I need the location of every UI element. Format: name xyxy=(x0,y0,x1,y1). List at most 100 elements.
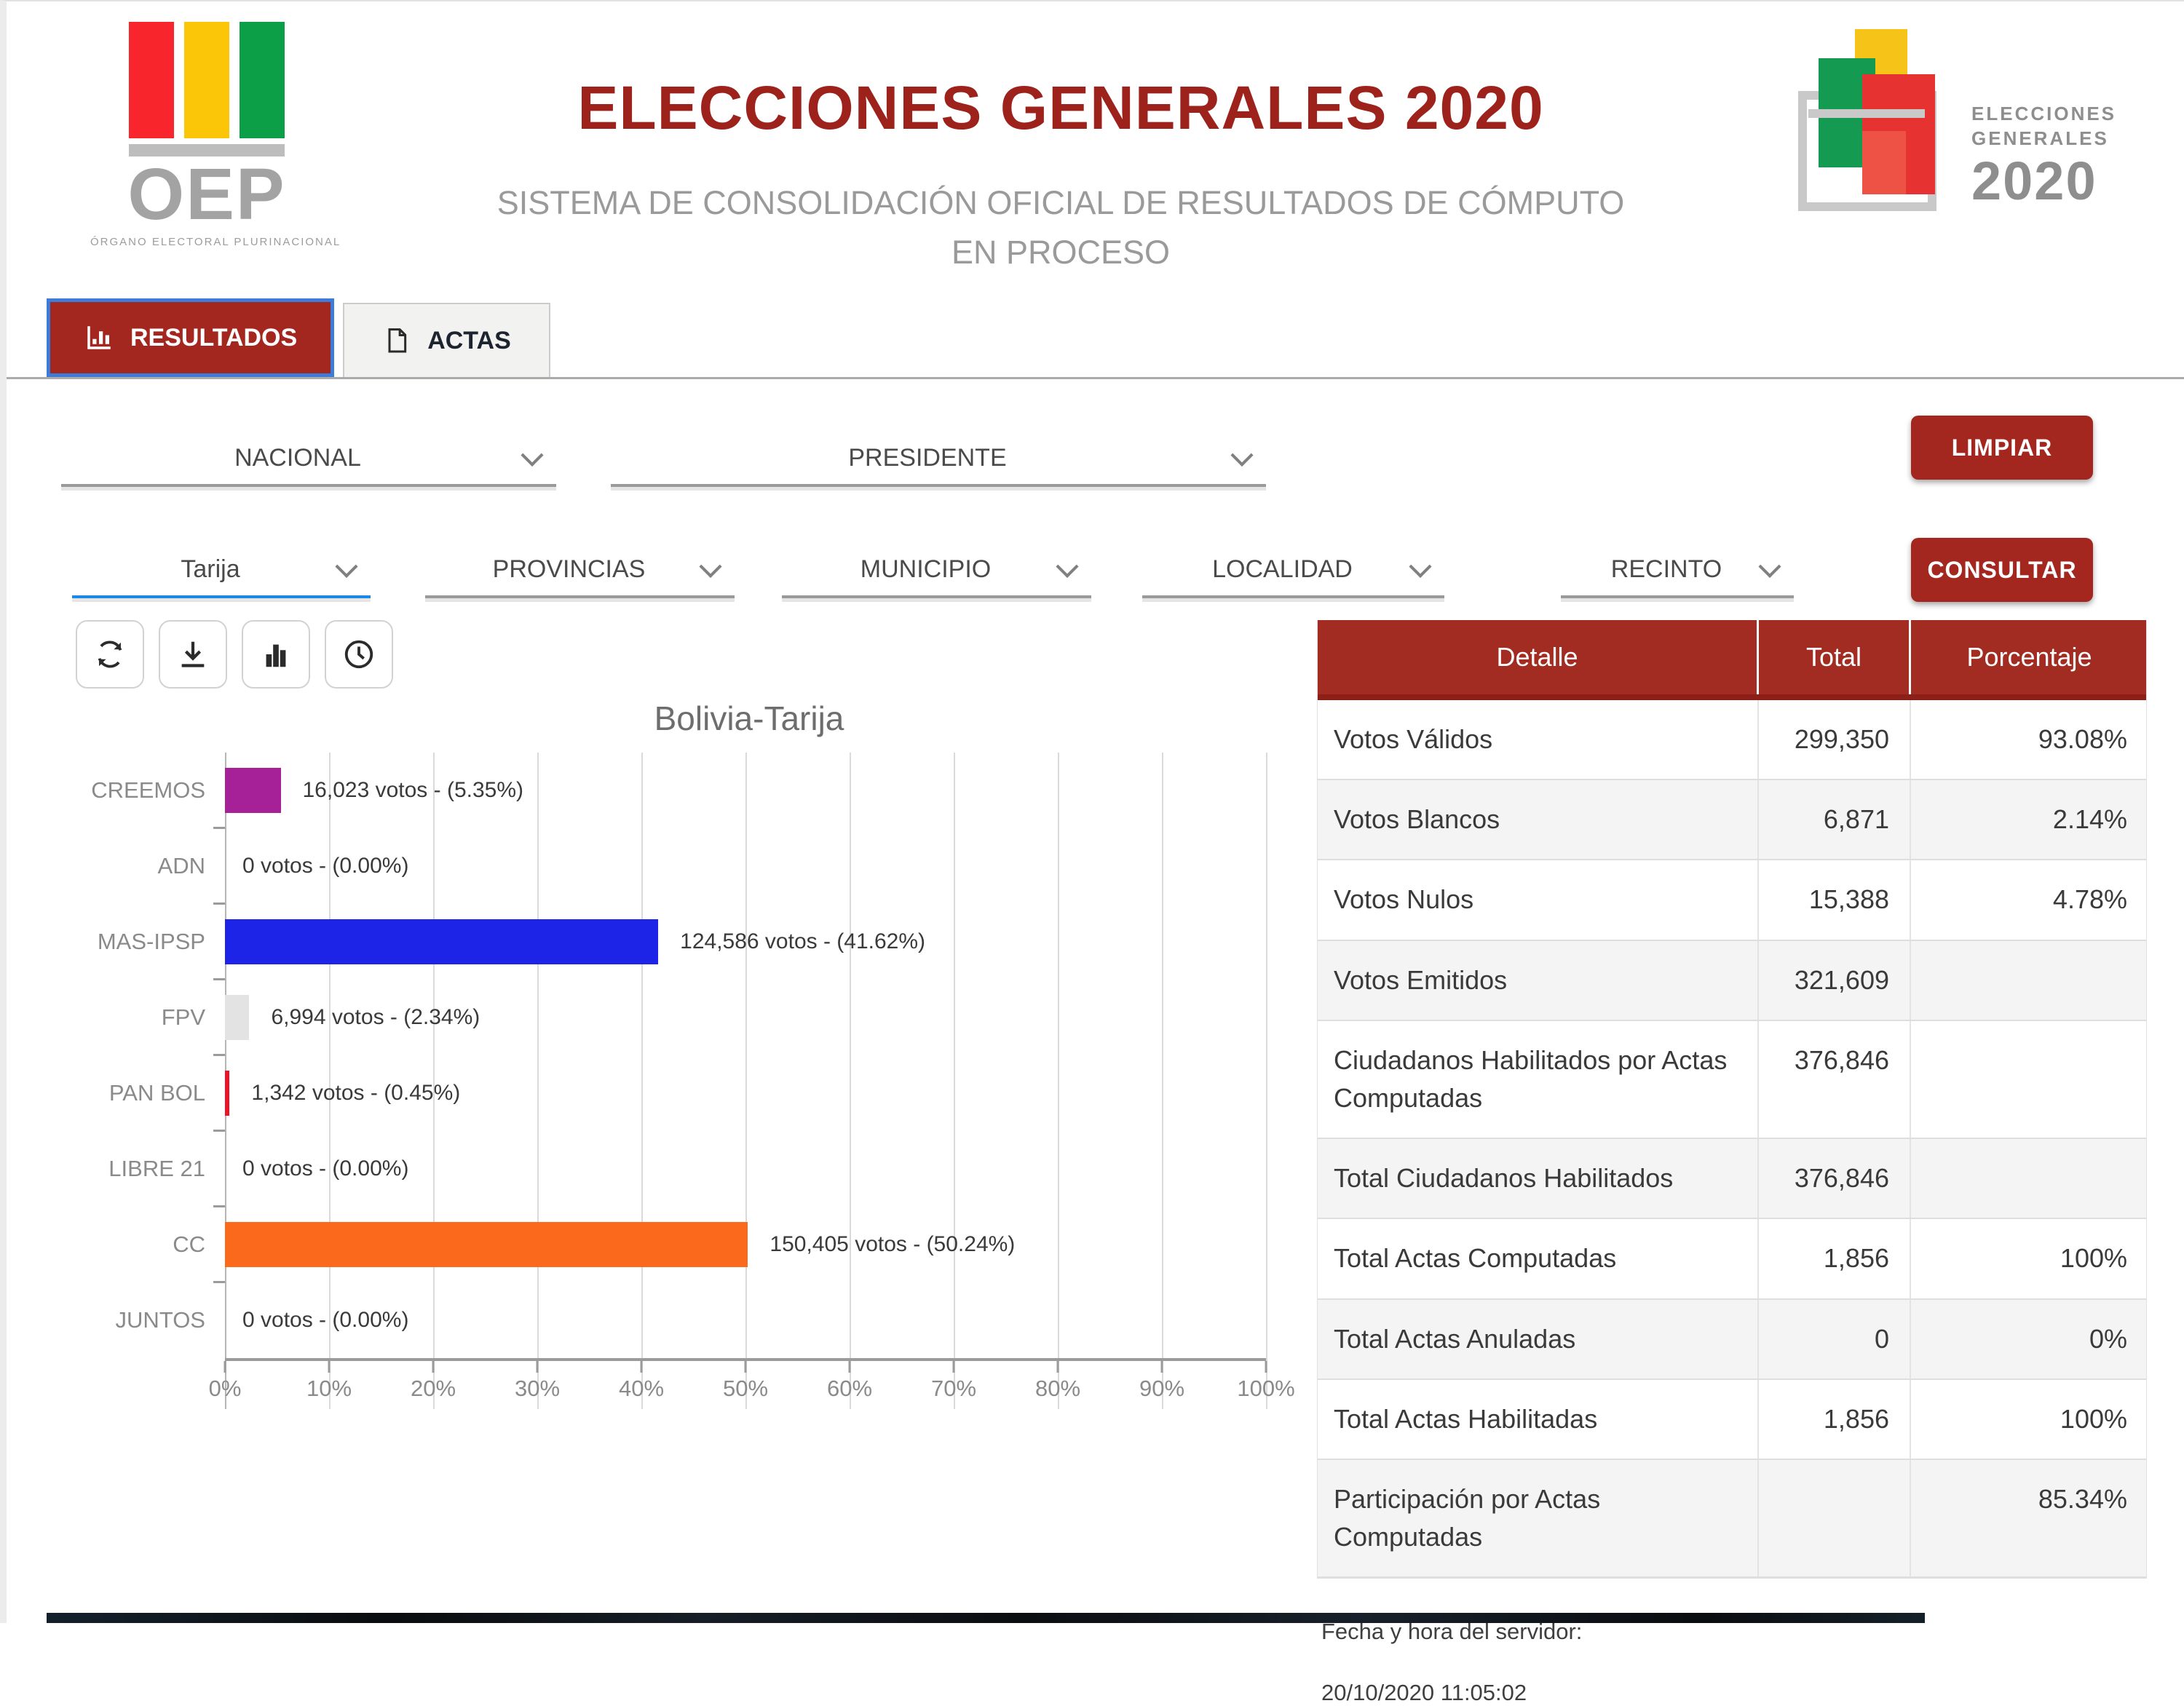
table-cell-total: 376,846 xyxy=(1759,1020,1911,1138)
tab-actas[interactable]: ACTAS xyxy=(343,303,550,377)
chart-title: Bolivia-Tarija xyxy=(654,699,844,737)
table-cell-porcentaje xyxy=(1911,1021,2148,1138)
ballot-slot xyxy=(1808,109,1925,118)
table-row: Participación por Actas Computadas 85.34% xyxy=(1318,1459,2146,1579)
table-cell-porcentaje: 93.08% xyxy=(2038,724,2127,754)
download-icon xyxy=(181,641,205,667)
chevron-down-icon xyxy=(335,555,358,578)
dropdown-provincias[interactable]: PROVINCIAS xyxy=(425,545,735,598)
download-button[interactable] xyxy=(159,620,227,689)
ballot-box-icon xyxy=(1798,29,1951,211)
table-cell-detalle: Participación por Actas Computadas xyxy=(1318,1459,1759,1577)
table-row: Total Actas Anuladas 0 0% xyxy=(1318,1299,2146,1380)
x-axis-tick xyxy=(1265,1361,1267,1373)
refresh-button[interactable] xyxy=(76,620,144,689)
x-axis-tick-label: 60% xyxy=(826,1376,873,1401)
table-cell-porcentaje: 0% xyxy=(2089,1323,2127,1354)
gridline xyxy=(1162,753,1163,1409)
gridline xyxy=(1058,753,1059,1409)
oep-logo: OEP ÓRGANO ELECTORAL PLURINACIONAL xyxy=(90,22,339,277)
chart-type-button[interactable] xyxy=(242,620,310,689)
col-header-detalle: Detalle xyxy=(1318,620,1759,694)
tab-resultados[interactable]: RESULTADOS xyxy=(47,298,335,377)
document-icon xyxy=(388,328,407,353)
gridline xyxy=(537,753,539,1409)
dropdown-cargo[interactable]: PRESIDENTE xyxy=(611,434,1266,487)
x-axis-tick xyxy=(744,1361,747,1373)
chart-value-label: 150,405 votos - (50.24%) xyxy=(769,1232,1016,1256)
x-axis-tick xyxy=(536,1361,539,1373)
chart-row-juntos: JUNTOS 0 votos - (0.00%) xyxy=(116,1282,1266,1358)
table-cell-porcentaje: 4.78% xyxy=(2052,884,2127,915)
chevron-down-icon xyxy=(1758,555,1781,578)
chart-toolbar xyxy=(76,620,1299,689)
dropdown-ambito[interactable]: NACIONAL xyxy=(61,434,556,487)
table-cell-total: 299,350 xyxy=(1759,700,1911,779)
dropdown-localidad[interactable]: LOCALIDAD xyxy=(1142,545,1444,598)
chart-category-label: PAN BOL xyxy=(108,1080,205,1106)
chart-x-axis xyxy=(223,1358,1267,1373)
chart-bar xyxy=(225,919,659,964)
oep-yellow-bar xyxy=(184,22,229,138)
dropdown-departamento[interactable]: Tarija xyxy=(72,545,371,598)
table-row: Votos Válidos 299,350 93.08% xyxy=(1318,700,2146,781)
table-row: Votos Blancos 6,871 2.14% xyxy=(1318,780,2146,861)
table-cell-porcentaje xyxy=(1911,1139,2148,1218)
limpiar-button[interactable]: LIMPIAR xyxy=(1911,416,2093,480)
title-block: ELECCIONES GENERALES 2020 SISTEMA DE CON… xyxy=(323,22,1798,277)
chart-bar xyxy=(225,995,250,1040)
table-cell-porcentaje: 2.14% xyxy=(2052,804,2127,835)
table-cell-porcentaje xyxy=(1911,941,2148,1020)
dropdown-municipio[interactable]: MUNICIPIO xyxy=(782,545,1091,598)
chevron-down-icon xyxy=(521,443,544,467)
table-row: Votos Nulos 15,388 4.78% xyxy=(1318,860,2146,941)
dropdown-recinto[interactable]: RECINTO xyxy=(1561,545,1794,598)
gridline xyxy=(954,753,955,1409)
table-cell-detalle: Votos Nulos xyxy=(1318,860,1759,940)
chart-category-label: CC xyxy=(173,1231,205,1257)
table-cell-detalle: Votos Blancos xyxy=(1318,780,1759,860)
history-button[interactable] xyxy=(325,620,393,689)
chart-category-label: ADN xyxy=(157,853,205,878)
consultar-button[interactable]: CONSULTAR xyxy=(1911,538,2093,602)
chevron-down-icon xyxy=(1056,555,1079,578)
bar-chart: Bolivia-Tarija CREEMOS 16,023 votos - (5.… xyxy=(76,699,1299,1409)
bar-chart-icon xyxy=(266,644,286,667)
oep-green-bar xyxy=(240,22,285,138)
table-cell-detalle: Votos Válidos xyxy=(1318,700,1759,779)
chart-bar xyxy=(225,768,281,813)
page-subtitle: SISTEMA DE CONSOLIDACIÓN OFICIAL DE RESU… xyxy=(323,178,1798,277)
tab-actas-label: ACTAS xyxy=(427,326,511,354)
x-axis-tick-label: 0% xyxy=(208,1376,242,1401)
table-cell-detalle: Votos Emitidos xyxy=(1318,940,1759,1020)
chart-row-mas-ipsp: MAS-IPSP 124,586 votos - (41.62%) xyxy=(98,904,1266,980)
y-axis-tick xyxy=(213,1281,225,1283)
table-cell-total: 376,846 xyxy=(1759,1139,1911,1218)
y-axis-tick xyxy=(213,1130,225,1132)
y-axis-tick xyxy=(213,978,225,980)
col-header-porcentaje: Porcentaje xyxy=(1966,642,2092,672)
chart-row-adn: ADN 0 votos - (0.00%) xyxy=(158,828,1266,904)
table-cell-porcentaje: 85.34% xyxy=(2038,1483,2127,1514)
bottom-window-edge xyxy=(47,1613,1925,1623)
dropdown-recinto-value: RECINTO xyxy=(1610,555,1722,583)
y-axis-tick xyxy=(213,1054,225,1056)
chart-row-creemos: CREEMOS 16,023 votos - (5.35%) xyxy=(91,753,1266,828)
gridline xyxy=(329,753,331,1409)
gridline xyxy=(850,753,851,1409)
x-axis-tick xyxy=(640,1361,643,1373)
table-cell-detalle: Total Actas Anuladas xyxy=(1318,1299,1759,1378)
chart-row-libre-21: LIBRE 21 0 votos - (0.00%) xyxy=(108,1131,1266,1207)
logo2020-text: ELECCIONES GENERALES 2020 xyxy=(1971,29,2116,210)
header: OEP ÓRGANO ELECTORAL PLURINACIONAL ELECC… xyxy=(7,1,2184,277)
chart-rows: CREEMOS 16,023 votos - (5.35%) ADN 0 votos … xyxy=(91,753,1266,1358)
x-axis-tick xyxy=(328,1361,331,1373)
table-cell-porcentaje: 100% xyxy=(2060,1403,2127,1434)
x-axis-tick-label: 80% xyxy=(1034,1376,1081,1401)
table-cell-detalle: Ciudadanos Habilitados por Actas Computa… xyxy=(1318,1020,1759,1138)
table-cell-detalle: Total Actas Habilitadas xyxy=(1318,1379,1759,1459)
table-cell-total xyxy=(1759,1459,1911,1577)
chart-row-cc: CC 150,405 votos - (50.24%) xyxy=(173,1207,1266,1282)
logo2020-line2: GENERALES xyxy=(1971,127,2109,149)
y-axis-tick xyxy=(213,902,225,905)
